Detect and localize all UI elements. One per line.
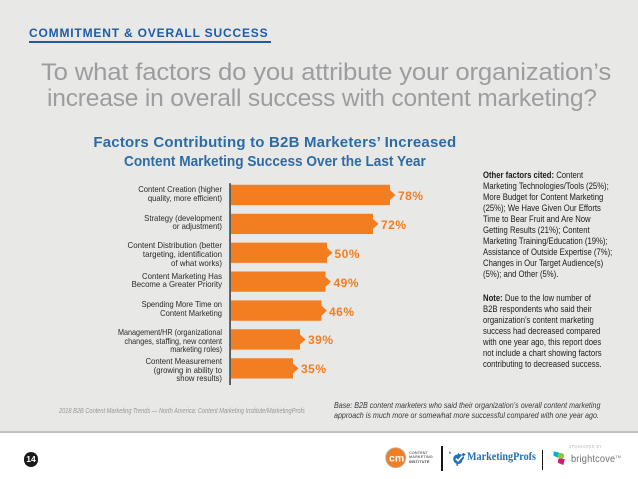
svg-text:cm: cm [389, 452, 404, 464]
svg-text:*: * [449, 451, 452, 458]
